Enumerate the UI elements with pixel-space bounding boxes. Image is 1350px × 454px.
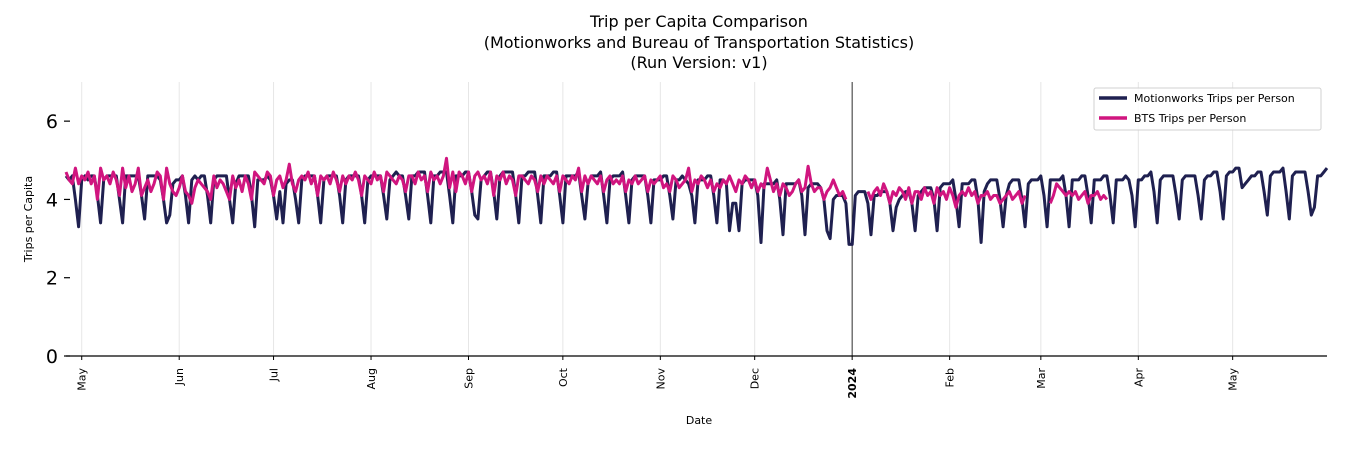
x-tick-label: Jul	[268, 368, 281, 382]
y-tick-label: 2	[46, 268, 58, 290]
series-line-bts	[64, 156, 1109, 209]
chart-subtitle: (Motionworks and Bureau of Transportatio…	[484, 33, 915, 52]
legend-label-bts: BTS Trips per Person	[1134, 112, 1246, 125]
x-tick-label: Apr	[1132, 368, 1145, 388]
y-tick-label: 0	[46, 346, 58, 368]
legend: Motionworks Trips per Person BTS Trips p…	[1093, 87, 1322, 131]
series-lines	[64, 156, 1329, 246]
y-axis-label: Trips per Capita	[22, 176, 35, 263]
y-axis: 0 2 4 6	[46, 111, 70, 368]
x-tick-label: Feb	[944, 368, 957, 387]
x-tick-label: Aug	[365, 368, 378, 389]
y-tick-label: 6	[46, 111, 58, 133]
x-tick-label: Nov	[654, 368, 667, 390]
y-tick-label: 4	[46, 189, 58, 211]
x-tick-label: 2024	[846, 368, 859, 399]
chart-title: Trip per Capita Comparison	[589, 12, 808, 31]
x-tick-label: Jun	[173, 368, 186, 386]
x-axis-label: Date	[686, 414, 713, 427]
x-axis: May Jun Jul Aug Sep Oct Nov Dec 2024 Feb Mar Apr May	[76, 356, 1240, 399]
x-tick-label: Sep	[463, 368, 476, 389]
x-tick-label: Mar	[1035, 368, 1048, 389]
x-tick-label: Oct	[557, 367, 570, 387]
legend-box	[1093, 87, 1322, 131]
chart-subtitle-run-version: (Run Version: v1)	[630, 53, 767, 72]
x-tick-label: Dec	[749, 368, 762, 389]
x-tick-label: May	[1227, 368, 1240, 391]
series-line-motionworks	[64, 166, 1329, 246]
legend-label-motionworks: Motionworks Trips per Person	[1134, 92, 1295, 105]
x-tick-label: May	[76, 368, 89, 391]
